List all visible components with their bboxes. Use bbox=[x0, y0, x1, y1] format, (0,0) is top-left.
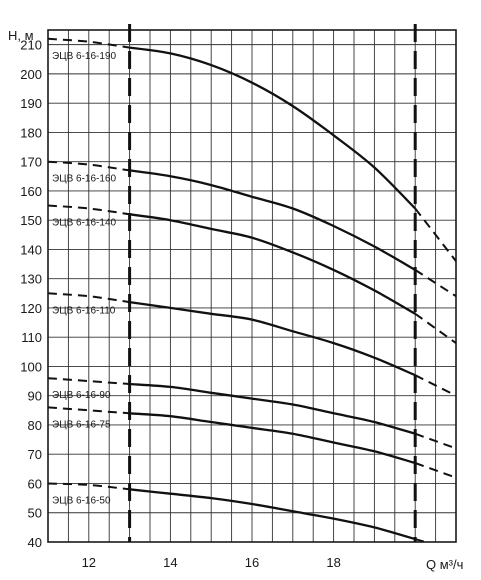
operating-range-lines bbox=[128, 24, 417, 542]
y-tick-label: 70 bbox=[28, 447, 42, 462]
curve-extension bbox=[414, 207, 456, 262]
x-tick-label: 12 bbox=[82, 555, 96, 570]
series-label: ЭЦВ 6-16-90 bbox=[52, 390, 111, 401]
curve-operating bbox=[129, 412, 416, 465]
curve-operating bbox=[129, 46, 417, 210]
plot-border bbox=[47, 29, 457, 543]
y-tick-label: 150 bbox=[20, 213, 42, 228]
x-tick-label: 16 bbox=[245, 555, 259, 570]
curve-operating bbox=[129, 169, 416, 271]
y-tick-label: 90 bbox=[28, 389, 42, 404]
series-label: ЭЦВ 6-16-190 bbox=[52, 51, 117, 62]
series-label: ЭЦВ 6-16-110 bbox=[52, 305, 116, 316]
curves bbox=[48, 37, 456, 542]
y-tick-label: 40 bbox=[28, 535, 42, 550]
y-tick-label: 140 bbox=[20, 242, 42, 257]
x-axis-title: Q м³/ч bbox=[426, 557, 463, 572]
y-tick-label: 200 bbox=[20, 67, 42, 82]
curve-extension bbox=[414, 269, 456, 298]
y-tick-label: 160 bbox=[20, 184, 42, 199]
y-tick-label: 80 bbox=[28, 418, 42, 433]
y-tick-label: 60 bbox=[28, 476, 42, 491]
y-tick-label: 170 bbox=[20, 155, 42, 170]
curve-operating bbox=[129, 213, 416, 315]
series-label: ЭЦВ 6-16-140 bbox=[52, 218, 117, 229]
curve-operating bbox=[129, 488, 416, 541]
grid bbox=[48, 30, 456, 543]
y-axis-title: H, м bbox=[8, 28, 34, 43]
curve-extension bbox=[414, 312, 456, 344]
y-tick-label: 210 bbox=[20, 38, 42, 53]
series-label: ЭЦВ 6-16-160 bbox=[52, 174, 117, 185]
curve-operating bbox=[129, 300, 416, 377]
y-tick-label: 130 bbox=[20, 272, 42, 287]
y-tick-label: 110 bbox=[21, 330, 42, 345]
curve-extension bbox=[414, 432, 456, 450]
tick-labels: 40 50 60 70 80 90 100 110 120 130 140 150 160 170 180 1… bbox=[20, 38, 341, 570]
y-tick-label: 120 bbox=[20, 301, 42, 316]
curve-operating bbox=[129, 382, 416, 435]
x-tick-label: 18 bbox=[326, 555, 340, 570]
plot-frame bbox=[47, 29, 457, 543]
y-tick-label: 180 bbox=[20, 125, 42, 140]
y-tick-label: 50 bbox=[28, 506, 42, 521]
y-tick-label: 190 bbox=[20, 96, 42, 111]
series-label: ЭЦВ 6-16-50 bbox=[52, 495, 111, 506]
curve-extension bbox=[414, 374, 456, 397]
y-tick-label: 100 bbox=[20, 359, 42, 374]
series-labels: ЭЦВ 6-16-190 ЭЦВ 6-16-160 ЭЦВ 6-16-140 ЭЦВ … bbox=[52, 51, 117, 507]
curve-extension bbox=[414, 538, 430, 542]
curve-extension bbox=[414, 462, 456, 479]
x-tick-label: 14 bbox=[163, 555, 177, 570]
series-label: ЭЦВ 6-16-75 bbox=[52, 419, 111, 430]
